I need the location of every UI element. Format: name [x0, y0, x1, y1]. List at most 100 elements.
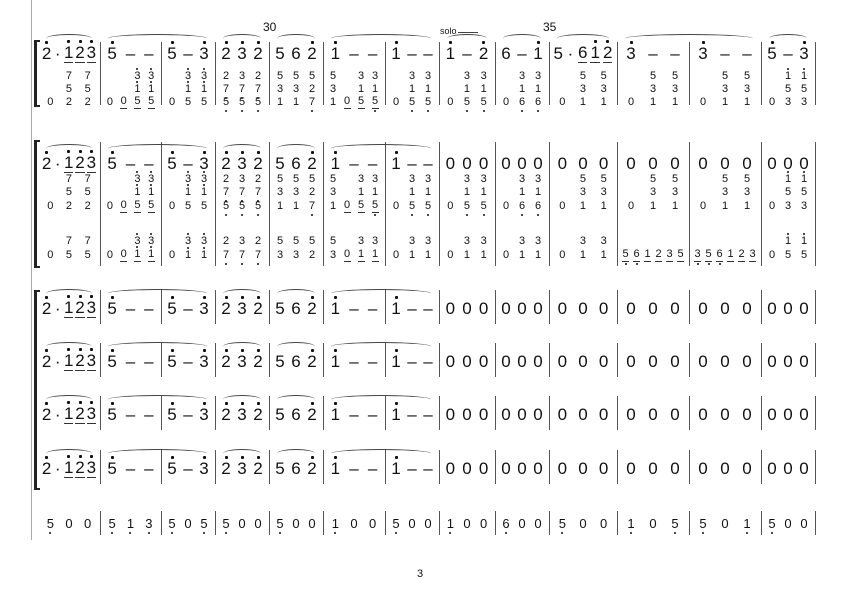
note: 3: [237, 401, 247, 424]
dash: –: [125, 43, 136, 63]
note: 3: [743, 82, 751, 95]
note: 0: [557, 458, 568, 478]
note: 7: [65, 234, 73, 247]
note: 2: [75, 39, 85, 63]
note: 5: [463, 95, 471, 112]
barline: [215, 42, 216, 105]
note: 6: [534, 95, 542, 112]
note: 5: [579, 172, 587, 185]
note: 5: [371, 198, 379, 216]
barline: [689, 396, 690, 430]
note: 5: [649, 172, 657, 185]
note: 0: [598, 404, 609, 424]
note: 5: [275, 404, 285, 424]
note: 1: [534, 82, 542, 95]
note: 1: [330, 455, 341, 478]
barline: [215, 396, 216, 430]
note: 3: [698, 40, 708, 63]
note: 0: [800, 515, 808, 531]
note: 5: [275, 351, 285, 371]
note: 1: [184, 80, 192, 95]
melody-staff: 2 · 1 2 3 5– –5–3 2 3 2 5 6 2 1– –1– –0 0 0 0 0 0 0 0 0 0 0 0 0 0 0 0 0…: [0, 400, 841, 424]
note: 1: [184, 246, 192, 261]
note: 1: [721, 199, 729, 212]
note: 7: [222, 248, 230, 265]
slur: [331, 34, 431, 43]
barline: [761, 42, 762, 105]
dash: –: [720, 43, 730, 63]
note: 0: [559, 95, 566, 108]
note: 1: [784, 232, 792, 247]
dash: –: [144, 351, 154, 371]
note: 0: [343, 198, 351, 213]
note: 1: [391, 455, 401, 478]
note: 3: [371, 172, 379, 185]
note: 3: [184, 67, 192, 82]
dash: –: [144, 298, 154, 318]
note: 2: [41, 295, 52, 318]
note: 5: [167, 295, 177, 318]
note: 6: [291, 404, 301, 424]
note: 1: [64, 39, 74, 63]
note: 6: [501, 43, 511, 63]
measure: 1– –: [385, 348, 439, 371]
measure: 5– –: [100, 295, 161, 318]
note: 5: [133, 94, 141, 109]
note: 5: [200, 199, 208, 212]
augmentation-dot: ·: [54, 43, 61, 63]
slur: [46, 144, 92, 153]
note: 0: [578, 404, 588, 424]
note: 5: [677, 247, 684, 262]
dash: –: [423, 351, 433, 371]
note: 3: [86, 347, 97, 371]
note: 0: [392, 248, 400, 261]
dash: –: [144, 153, 154, 173]
note: 0: [699, 95, 707, 108]
solo-line: [458, 32, 478, 33]
dash: –: [125, 404, 136, 424]
note: 3: [199, 295, 209, 318]
note: 7: [238, 185, 246, 202]
note: 1: [408, 248, 416, 261]
barline: [549, 343, 550, 377]
note: 0: [47, 248, 54, 261]
note: 5: [357, 198, 365, 213]
note: 3: [276, 185, 284, 198]
note: 3: [649, 185, 657, 198]
note: 3: [148, 170, 155, 185]
note: 3: [357, 69, 365, 82]
note: 3: [86, 400, 97, 424]
note: 0: [478, 404, 489, 424]
slur: [447, 34, 487, 43]
note: 5: [276, 172, 284, 185]
barline: [689, 343, 690, 377]
dash: –: [183, 404, 193, 424]
note: 0: [308, 515, 316, 531]
note: 5: [579, 69, 587, 82]
note: 3: [626, 40, 636, 63]
note: 0: [445, 298, 456, 318]
barline: [100, 290, 101, 324]
note: 1: [424, 82, 432, 95]
note: 5: [254, 95, 262, 112]
